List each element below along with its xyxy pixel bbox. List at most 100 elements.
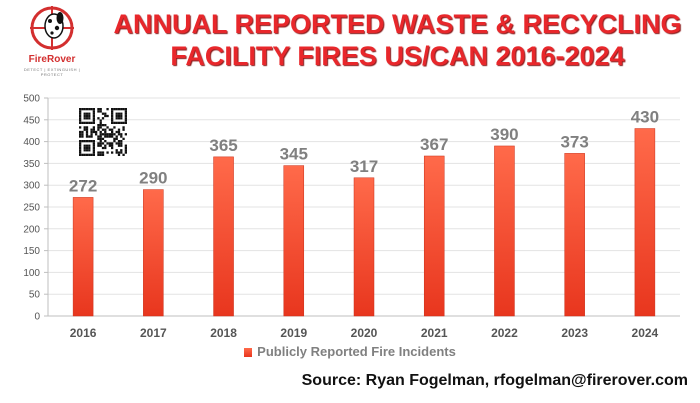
- qr-finder-module: [79, 110, 82, 113]
- qr-module: [113, 140, 116, 143]
- qr-module: [120, 133, 123, 136]
- qr-module: [99, 126, 102, 129]
- qr-finder-module: [122, 121, 125, 124]
- qr-finder-module: [117, 108, 121, 111]
- qr-module: [124, 149, 127, 152]
- qr-module: [97, 126, 100, 129]
- qr-module: [117, 153, 121, 156]
- qr-module: [99, 153, 102, 156]
- qr-module: [113, 126, 116, 129]
- qr-module: [104, 140, 107, 143]
- qr-finder-module: [81, 140, 84, 143]
- qr-finder-module: [115, 108, 118, 111]
- qr-finder-module: [117, 117, 121, 120]
- qr-module: [97, 144, 100, 147]
- qr-module: [117, 133, 121, 136]
- qr-module: [106, 133, 109, 136]
- qr-module: [115, 135, 118, 138]
- qr-module: [108, 144, 111, 147]
- qr-finder-module: [90, 121, 93, 124]
- qr-module: [85, 133, 89, 136]
- qr-module: [108, 128, 111, 131]
- qr-module: [120, 144, 123, 147]
- qr-module: [79, 126, 82, 129]
- qr-finder-module: [124, 108, 127, 111]
- qr-finder-module: [92, 112, 95, 115]
- x-tick-label: 2022: [491, 326, 518, 340]
- y-tick-label: 0: [34, 312, 40, 323]
- x-tick-label: 2018: [210, 326, 237, 340]
- qr-finder-module: [85, 108, 89, 111]
- qr-module: [101, 133, 105, 136]
- qr-finder-module: [115, 114, 118, 118]
- bar: [353, 177, 375, 317]
- qr-finder-module: [81, 121, 84, 124]
- qr-finder-module: [117, 112, 121, 115]
- qr-module: [90, 128, 93, 131]
- qr-finder-module: [83, 114, 86, 118]
- qr-module: [106, 135, 109, 138]
- qr-module: [104, 130, 107, 134]
- qr-module: [124, 144, 127, 147]
- qr-finder-module: [92, 110, 95, 113]
- qr-finder-module: [124, 117, 127, 120]
- qr-module: [97, 110, 100, 113]
- qr-module: [97, 137, 100, 140]
- qr-module: [124, 151, 127, 154]
- x-tick-label: 2017: [140, 326, 167, 340]
- qr-finder-module: [92, 114, 95, 118]
- qr-finder-module: [115, 121, 118, 124]
- qr-finder-module: [88, 144, 91, 147]
- qr-finder-module: [83, 108, 86, 111]
- qr-module: [124, 133, 127, 136]
- qr-finder-module: [111, 110, 114, 113]
- qr-finder-module: [81, 153, 84, 156]
- qr-module: [81, 133, 84, 136]
- logo-name: FireRover: [28, 54, 76, 65]
- qr-module: [106, 151, 109, 154]
- qr-finder-module: [83, 121, 86, 124]
- qr-module: [97, 124, 100, 127]
- qr-module: [104, 114, 107, 118]
- qr-code[interactable]: [79, 108, 127, 156]
- qr-module: [120, 135, 123, 138]
- qr-finder-module: [111, 108, 114, 111]
- qr-module: [113, 137, 116, 140]
- qr-module: [117, 151, 121, 154]
- qr-finder-module: [79, 117, 82, 120]
- data-label: 365: [209, 136, 237, 155]
- qr-module: [97, 151, 100, 154]
- qr-finder-module: [92, 144, 95, 147]
- qr-finder-module: [92, 121, 95, 124]
- legend-swatch: [244, 348, 253, 357]
- qr-module: [95, 130, 98, 134]
- qr-module: [90, 135, 93, 138]
- legend-label: Publicly Reported Fire Incidents: [257, 344, 456, 359]
- data-label: 390: [490, 125, 518, 144]
- data-label: 345: [280, 145, 308, 164]
- y-tick-label: 200: [23, 224, 40, 235]
- y-tick-label: 100: [23, 268, 40, 279]
- qr-finder-module: [124, 121, 127, 124]
- qr-finder-module: [88, 112, 91, 115]
- qr-finder-module: [122, 108, 125, 111]
- qr-module: [115, 130, 118, 134]
- qr-finder-module: [79, 149, 82, 152]
- qr-module: [101, 117, 105, 120]
- qr-module: [106, 108, 109, 111]
- qr-module: [104, 133, 107, 136]
- data-label: 290: [139, 169, 167, 188]
- qr-module: [101, 112, 105, 115]
- qr-module: [117, 128, 121, 131]
- qr-finder-module: [120, 121, 123, 124]
- qr-finder-module: [79, 151, 82, 154]
- qr-module: [104, 112, 107, 115]
- qr-module: [122, 137, 125, 140]
- qr-module: [88, 135, 91, 138]
- qr-module: [122, 153, 125, 156]
- qr-finder-module: [85, 153, 89, 156]
- qr-finder-module: [85, 117, 89, 120]
- qr-finder-module: [83, 153, 86, 156]
- qr-finder-module: [88, 146, 91, 150]
- qr-finder-module: [92, 153, 95, 156]
